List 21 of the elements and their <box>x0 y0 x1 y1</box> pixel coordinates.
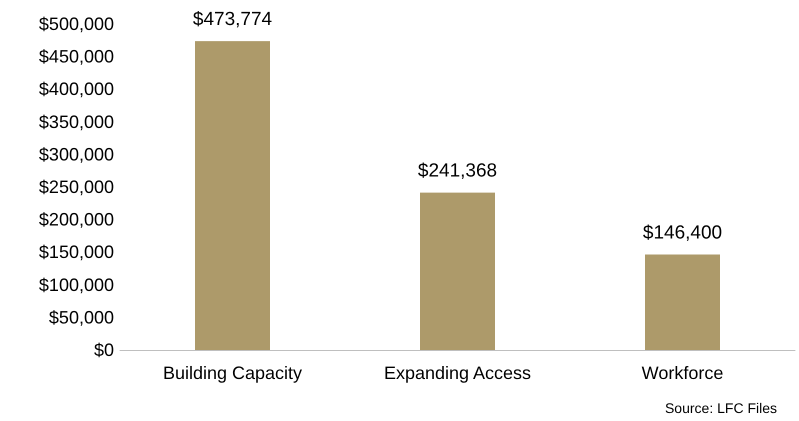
x-tick-label: Expanding Access <box>384 363 532 383</box>
y-tick-label: $100,000 <box>38 274 114 295</box>
bar <box>645 254 720 350</box>
y-tick-label: $0 <box>94 340 114 360</box>
data-label: $473,774 <box>192 9 273 30</box>
y-tick-label: $300,000 <box>38 144 114 164</box>
y-tick-label: $450,000 <box>38 46 114 67</box>
y-tick-label: $150,000 <box>38 242 114 262</box>
y-tick-label: $500,000 <box>38 14 114 34</box>
x-tick-label: Building Capacity <box>162 363 302 383</box>
y-tick-label: $50,000 <box>48 307 114 328</box>
y-tick-label: $200,000 <box>38 210 114 230</box>
source-note: Source: LFC Files <box>664 400 778 416</box>
y-tick-label: $400,000 <box>38 79 114 100</box>
y-tick-label: $350,000 <box>38 112 114 132</box>
y-tick-label: $250,000 <box>38 177 114 197</box>
data-label: $146,400 <box>642 222 722 244</box>
bar <box>420 192 495 350</box>
data-label: $241,368 <box>418 160 498 182</box>
x-tick-label: Workforce <box>642 363 724 383</box>
bar <box>195 41 270 350</box>
